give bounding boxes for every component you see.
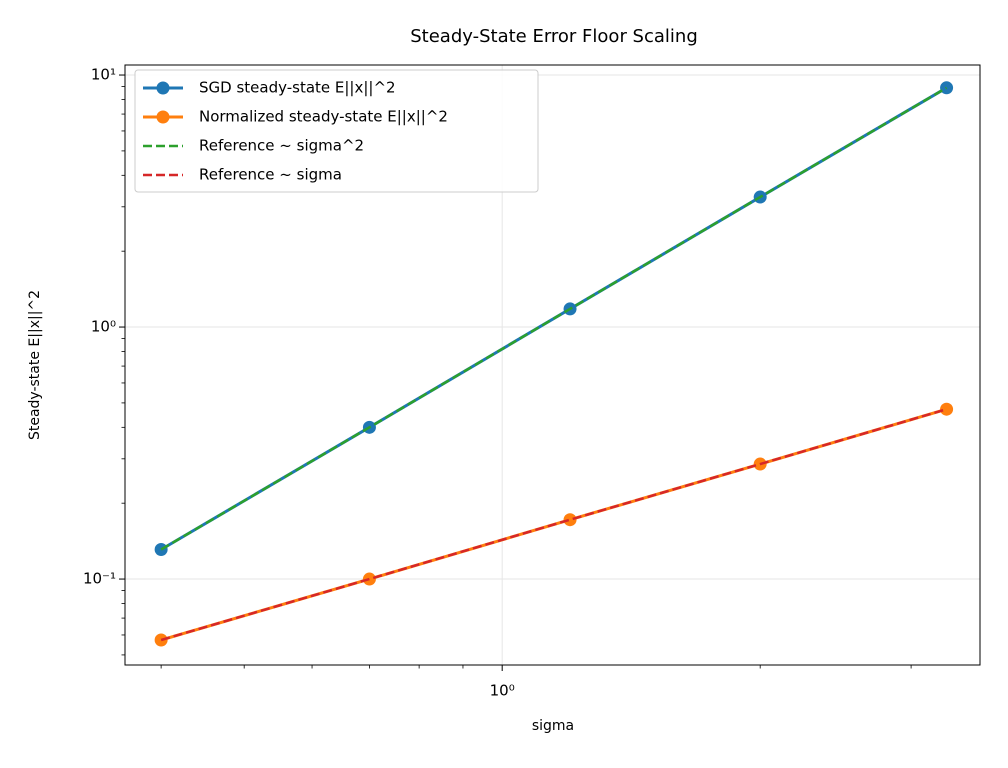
plot-frame	[124, 64, 981, 666]
y-tick-label: 10⁰	[91, 318, 116, 336]
legend-marker	[156, 110, 170, 124]
legend-label: Normalized steady-state E||x||^2	[199, 108, 448, 126]
legend-label: Reference ~ sigma^2	[199, 137, 364, 155]
legend-label: SGD steady-state E||x||^2	[199, 79, 396, 97]
series-line	[160, 408, 947, 642]
y-axis-label: Steady-state E||x||^2	[27, 290, 43, 440]
legend-label: Reference ~ sigma	[199, 166, 342, 184]
chart-title: Steady-State Error Floor Scaling	[410, 26, 698, 47]
data-point	[563, 513, 577, 527]
y-tick-label: 10¹	[91, 66, 116, 84]
legend-box	[134, 69, 539, 193]
data-point	[940, 402, 954, 416]
x-axis-label: sigma	[532, 718, 574, 734]
data-point	[362, 572, 376, 586]
series-line	[160, 86, 948, 551]
x-tick-label: 10⁰	[490, 682, 515, 700]
y-tick-label: 10⁻¹	[83, 570, 116, 588]
legend-marker	[156, 81, 170, 95]
